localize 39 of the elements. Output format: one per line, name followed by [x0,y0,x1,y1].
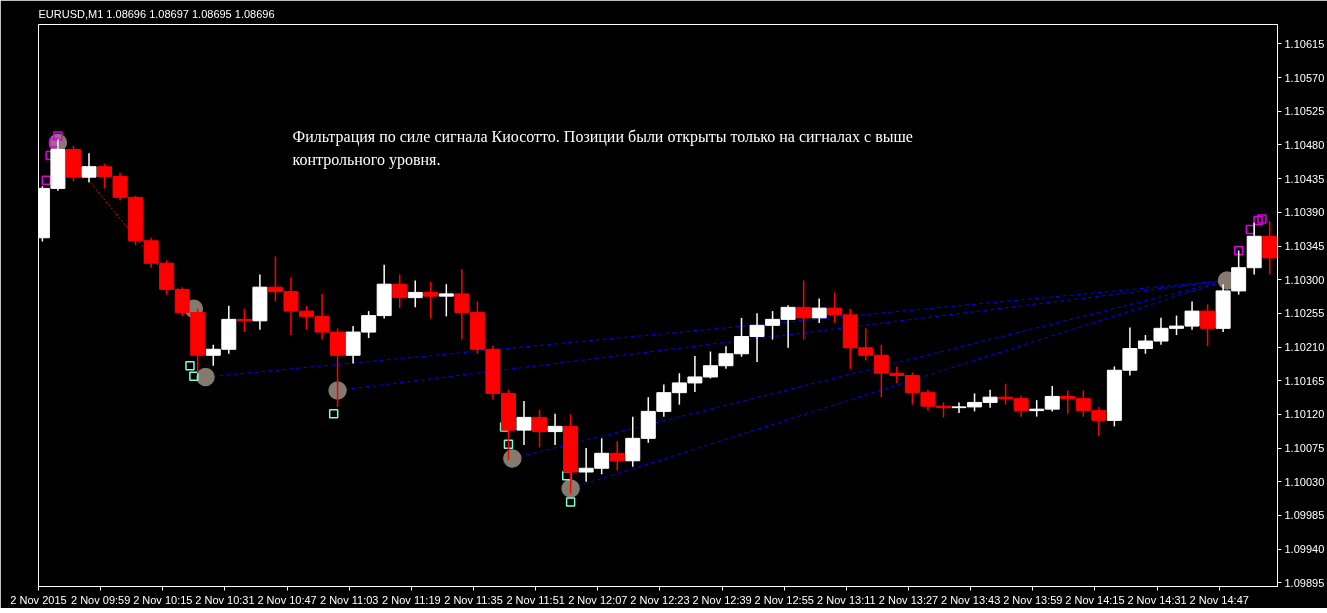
y-tick-label: 1.10210 [1284,341,1325,354]
y-tick-label: 1.10345 [1284,240,1325,253]
y-tick-label: 1.10570 [1284,71,1325,84]
y-tick-label: 1.09940 [1284,543,1325,556]
y-tick-label: 1.10390 [1284,206,1325,219]
y-tick-label: 1.09985 [1284,509,1325,522]
y-tick-label: 1.10435 [1284,172,1325,185]
y-tick-label: 1.09895 [1284,576,1325,589]
y-tick-label: 1.10255 [1284,307,1325,320]
x-tick-label: 2 Nov 13:11 [817,593,876,606]
x-tick-label: 2 Nov 12:07 [568,593,628,606]
x-tick-label: 2 Nov 11:51 [506,593,565,606]
y-tick-label: 1.10525 [1284,105,1325,118]
y-tick-label: 1.10075 [1284,442,1325,455]
y-tick-label: 1.10300 [1284,273,1325,286]
x-tick-label: 2 Nov 10:47 [257,593,317,606]
x-tick-label: 2 Nov 12:23 [630,593,690,606]
x-tick-label: 2 Nov 14:47 [1189,593,1249,606]
x-tick-label: 2 Nov 09:59 [70,593,131,606]
annotation: Фильтрация по силе сигнала Киосотто. Позиции были открыты только на сигналах с выше контрольного уровня. [292,128,913,169]
y-tick-label: 1.10615 [1284,37,1325,50]
x-tick-label: 2 Nov 10:31 [195,593,255,606]
y-tick-label: 1.10480 [1284,138,1325,151]
x-tick-label: 2 Nov 12:55 [754,593,814,606]
y-tick-label: 1.10165 [1284,374,1325,387]
x-tick-label: 2 Nov 11:19 [382,593,441,606]
x-tick-label: 2 Nov 14:15 [1065,593,1125,606]
x-tick-label: 2 Nov 11:35 [444,593,503,606]
x-tick-label: 2 Nov 10:15 [133,593,193,606]
x-tick-label: 2 Nov 13:43 [941,593,1001,606]
x-tick-label: 2 Nov 11:03 [319,593,379,606]
chart-title: EURUSD,M1 1.08696 1.08697 1.08695 1.08696 [38,7,275,20]
x-tick-label: 2 Nov 14:31 [1127,593,1187,606]
x-tick-label: 2 Nov 2015 [10,593,67,606]
y-tick-label: 1.10030 [1284,475,1325,488]
y-tick-label: 1.10120 [1284,408,1325,421]
x-tick-label: 2 Nov 13:27 [878,593,939,606]
x-tick-label: 2 Nov 12:39 [692,593,752,606]
x-tick-label: 2 Nov 13:59 [1003,593,1063,606]
